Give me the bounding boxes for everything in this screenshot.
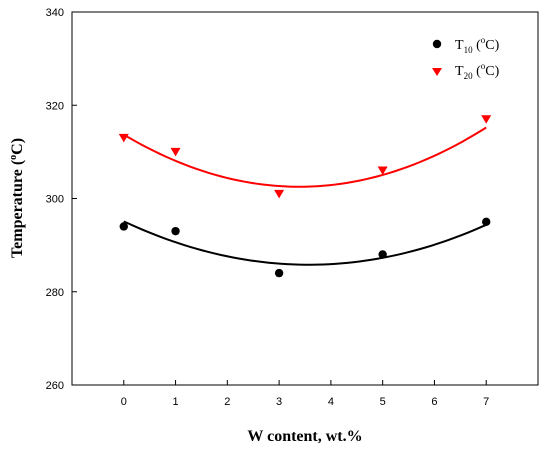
data-point-series-0 bbox=[482, 217, 491, 227]
y-tick-label: 320 bbox=[46, 100, 64, 112]
fit-curves bbox=[123, 126, 487, 266]
y-tick-label: 280 bbox=[46, 287, 64, 299]
y-tick-label: 340 bbox=[46, 7, 64, 19]
data-point-series-0 bbox=[378, 250, 387, 259]
plot-area-frame bbox=[71, 11, 539, 386]
axis-ticks: 0 1 2 3 4 5 6 7 260 280 300 320 340 bbox=[46, 7, 490, 408]
data-point-series-0 bbox=[274, 268, 284, 278]
x-tick-label: 2 bbox=[224, 396, 230, 408]
x-tick-label: 6 bbox=[431, 396, 437, 408]
fit-curve-series-1 bbox=[123, 126, 487, 188]
legend-marker-t10 bbox=[432, 39, 442, 49]
data-point-series-1 bbox=[274, 189, 285, 199]
data-point-series-1 bbox=[377, 166, 388, 176]
x-tick-label: 5 bbox=[380, 396, 386, 408]
fit-curve-series-0 bbox=[123, 220, 487, 266]
x-tick-label: 3 bbox=[276, 396, 282, 408]
x-tick-label: 4 bbox=[328, 396, 334, 408]
legend-marker-t20 bbox=[432, 68, 442, 76]
legend-label-t20: T20 (oC) bbox=[455, 61, 500, 81]
data-point-series-0 bbox=[119, 222, 128, 231]
data-points bbox=[118, 115, 492, 278]
data-point-series-1 bbox=[170, 147, 181, 157]
data-point-series-1 bbox=[481, 115, 492, 124]
x-tick-label: 7 bbox=[483, 396, 489, 408]
y-tick-label: 300 bbox=[46, 194, 64, 206]
y-tick-label: 260 bbox=[46, 380, 64, 392]
data-point-series-0 bbox=[171, 226, 180, 236]
legend: T10 (oC) T20 (oC) bbox=[432, 35, 500, 81]
y-axis-title: Temperature (oC) bbox=[8, 138, 26, 258]
legend-label-t10: T10 (oC) bbox=[455, 35, 500, 55]
x-axis-title: W content, wt.% bbox=[247, 428, 362, 445]
x-tick-label: 1 bbox=[172, 396, 178, 408]
data-point-series-1 bbox=[118, 133, 129, 143]
x-tick-label: 0 bbox=[121, 396, 127, 408]
